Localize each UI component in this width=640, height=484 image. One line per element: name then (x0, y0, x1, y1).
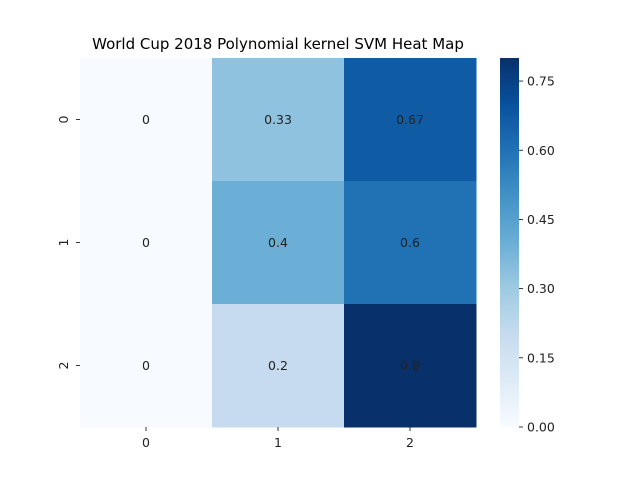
colorbar-tick-label-3: 0.45 (527, 212, 555, 227)
y-tick-label-1: 1 (56, 239, 71, 247)
x-tick-label-0: 0 (142, 435, 150, 450)
x-tick-label-1: 1 (274, 435, 282, 450)
heatmap-cell-r2-c0 (80, 304, 213, 428)
y-axis: 0 1 2 (56, 115, 80, 369)
colorbar-tick-label-0: 0.00 (527, 420, 555, 435)
colorbar-tick-label-1: 0.15 (527, 350, 555, 365)
colorbar-tick-label-2: 0.30 (527, 281, 555, 296)
heatmap-cell-r0-c2 (344, 58, 477, 182)
colorbar-tick-label-4: 0.60 (527, 143, 555, 158)
y-tick-label-0: 0 (56, 115, 71, 123)
cell-label-r2-c1: 0.2 (268, 358, 288, 373)
cell-label-r1-c2: 0.6 (400, 235, 420, 250)
colorbar-tick-label-5: 0.75 (527, 74, 555, 89)
heatmap-cell-r1-c1 (212, 181, 345, 305)
cell-label-r1-c0: 0 (142, 235, 150, 250)
cell-label-r0-c2: 0.67 (396, 112, 424, 127)
cell-label-r1-c1: 0.4 (268, 235, 288, 250)
colorbar-gradient (500, 58, 519, 427)
cell-label-r2-c2: 0.8 (400, 358, 420, 373)
heatmap-cells (80, 58, 477, 428)
heatmap-cell-r2-c1 (212, 304, 345, 428)
chart-title: World Cup 2018 Polynomial kernel SVM Hea… (92, 35, 464, 53)
x-axis: 0 1 2 (142, 427, 414, 450)
x-tick-label-2: 2 (406, 435, 414, 450)
heatmap-cell-labels: 0 0.33 0.67 0 0.4 0.6 0 0.2 0.8 (142, 112, 424, 373)
heatmap-cell-r1-c0 (80, 181, 213, 305)
colorbar: 0.00 0.15 0.30 0.45 0.60 0.75 (500, 58, 555, 435)
y-tick-label-2: 2 (56, 362, 71, 370)
cell-label-r0-c0: 0 (142, 112, 150, 127)
cell-label-r0-c1: 0.33 (264, 112, 292, 127)
heatmap-cell-r2-c2 (344, 304, 477, 428)
cell-label-r2-c0: 0 (142, 358, 150, 373)
heatmap-cell-r0-c1 (212, 58, 345, 182)
heatmap-cell-r1-c2 (344, 181, 477, 305)
heatmap-cell-r0-c0 (80, 58, 213, 182)
